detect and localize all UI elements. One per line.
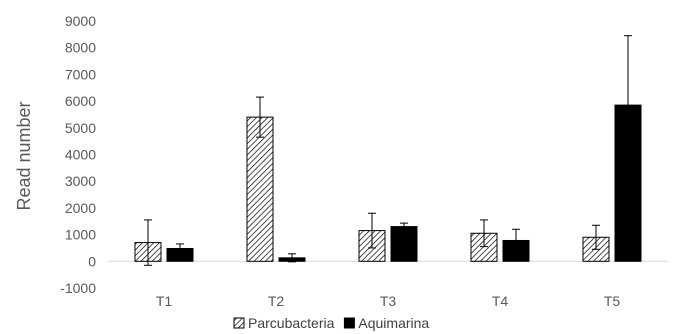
- error-bar-aquimarina-t3: [400, 222, 408, 231]
- y-axis-tick-labels: -1000 0 1000 2000 3000 4000 5000 6000 7000 8000 90…: [60, 13, 96, 296]
- x-axis-tick-labels: T1 T2 T3 T4 T5: [156, 293, 621, 309]
- y-tick-label: 0: [88, 253, 96, 269]
- x-tick-label: T1: [156, 293, 173, 309]
- y-tick-label: 3000: [65, 173, 96, 189]
- legend-swatch: [343, 317, 355, 329]
- y-tick-label: 8000: [65, 40, 96, 56]
- y-tick-label: 9000: [65, 13, 96, 29]
- bar-parcubacteria-t4: [470, 232, 498, 262]
- error-bar-parcubacteria-t2: [256, 96, 264, 138]
- error-bar-parcubacteria-t5: [592, 224, 600, 250]
- legend: Parcubacteria Aquimarina: [233, 315, 429, 331]
- error-bar-parcubacteria-t4: [480, 219, 488, 248]
- legend-label: Parcubacteria: [248, 315, 335, 331]
- bar-parcubacteria-t2: [246, 116, 274, 262]
- error-bars: [144, 35, 632, 266]
- error-bar-aquimarina-t2: [288, 253, 296, 263]
- error-bar-aquimarina-t5: [624, 35, 632, 176]
- bar-series: [134, 104, 642, 262]
- error-bar-aquimarina-t4: [512, 228, 520, 253]
- x-tick-label: T3: [380, 293, 397, 309]
- error-bar-parcubacteria-t1: [144, 219, 152, 266]
- legend-item-parcubacteria: Parcubacteria: [233, 315, 335, 331]
- x-tick-label: T2: [268, 293, 285, 309]
- y-tick-label: 7000: [65, 66, 96, 82]
- y-axis-title: Read number: [14, 101, 34, 210]
- bar-aquimarina-t5: [614, 104, 642, 262]
- bar-aquimarina-t3: [390, 226, 418, 262]
- y-tick-label: 4000: [65, 147, 96, 163]
- legend-item-aquimarina: Aquimarina: [343, 315, 429, 331]
- legend-swatch: [233, 317, 245, 329]
- error-bar-parcubacteria-t3: [368, 212, 376, 249]
- y-tick-label: 6000: [65, 93, 96, 109]
- y-tick-label: 2000: [65, 200, 96, 216]
- y-tick-label: 5000: [65, 120, 96, 136]
- error-bar-aquimarina-t1: [176, 243, 184, 254]
- y-tick-label: -1000: [60, 280, 96, 296]
- y-tick-label: 1000: [65, 227, 96, 243]
- x-tick-label: T5: [604, 293, 621, 309]
- legend-label: Aquimarina: [358, 315, 429, 331]
- x-tick-label: T4: [492, 293, 509, 309]
